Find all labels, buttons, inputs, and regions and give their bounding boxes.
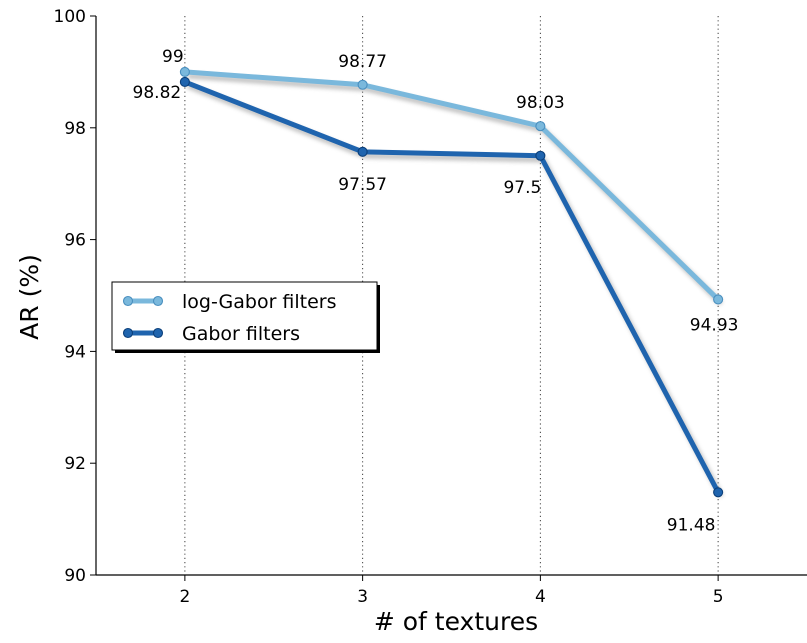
data-point-0-2 xyxy=(535,121,546,132)
y-tick-label-92: 92 xyxy=(64,454,86,474)
legend-label-0: log-Gabor filters xyxy=(182,291,337,313)
data-label-0-2: 98.03 xyxy=(516,93,565,113)
y-tick-label-98: 98 xyxy=(64,119,86,139)
legend-box xyxy=(111,281,378,351)
legend-marker-start-1 xyxy=(122,327,134,339)
data-point-1-1 xyxy=(357,146,368,157)
y-tick-label-90: 90 xyxy=(64,566,86,586)
legend-marker-start-0 xyxy=(122,295,134,307)
data-label-0-3: 94.93 xyxy=(690,315,739,335)
data-label-0-1: 98.77 xyxy=(338,52,387,72)
data-point-0-1 xyxy=(357,79,368,90)
series-layer xyxy=(179,66,724,498)
data-point-1-0 xyxy=(179,76,190,88)
data-labels: 99 98.77 98.03 94.93 98.82 97.57 97.5 91.48 xyxy=(133,47,739,535)
y-tick-label-94: 94 xyxy=(64,342,86,362)
data-point-0-0 xyxy=(179,66,190,77)
y-axis-title: AR (%) xyxy=(15,254,44,340)
legend: log-Gabor filters Gabor filters xyxy=(111,281,380,353)
x-axis-title: # of textures xyxy=(374,607,538,636)
data-point-1-2 xyxy=(535,150,546,161)
y-tick-label-96: 96 xyxy=(64,231,86,251)
x-tick-label-4: 4 xyxy=(535,587,546,607)
data-label-1-3: 91.48 xyxy=(667,515,716,535)
series-line-0 xyxy=(184,69,720,302)
x-tick-label-2: 2 xyxy=(179,587,190,607)
data-label-1-0: 98.82 xyxy=(133,83,182,103)
x-tick-label-3: 3 xyxy=(357,587,368,607)
data-label-1-2: 97.5 xyxy=(503,178,541,198)
data-point-0-3 xyxy=(713,294,724,305)
series-shadow-0 xyxy=(187,73,723,306)
series-line-1 xyxy=(183,79,721,494)
data-point-1-3 xyxy=(713,487,724,498)
data-label-0-0: 99 xyxy=(162,47,184,67)
data-label-1-1: 97.57 xyxy=(338,175,387,195)
legend-marker-end-0 xyxy=(152,295,164,307)
vertical-gridlines xyxy=(184,16,719,575)
legend-label-1: Gabor filters xyxy=(182,323,300,345)
legend-marker-end-1 xyxy=(152,327,164,339)
axes: 90 92 94 96 98 100 2 3 4 5 xyxy=(54,7,807,607)
x-tick-label-5: 5 xyxy=(713,587,724,607)
y-tick-label-100: 100 xyxy=(54,7,86,27)
